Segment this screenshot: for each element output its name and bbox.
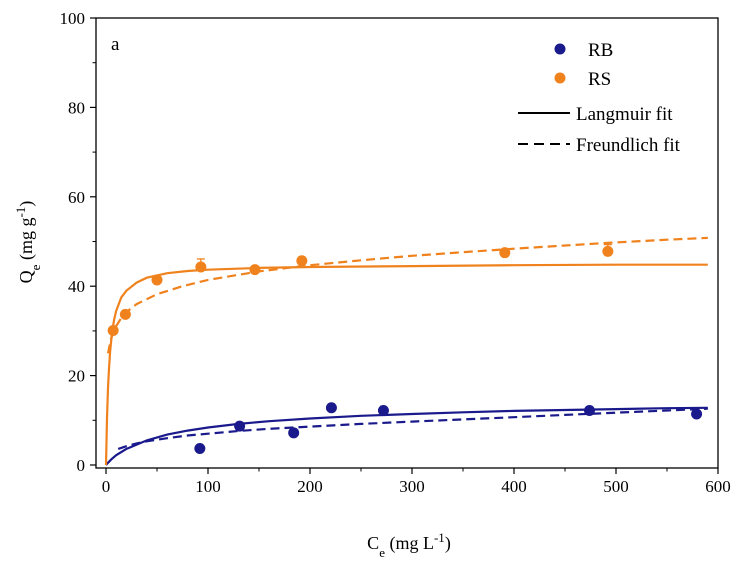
rs-data-point — [151, 274, 163, 286]
rb-langmuir-fit — [105, 406, 708, 466]
x-tick-label: 300 — [399, 477, 425, 496]
rb-data-point — [325, 402, 337, 414]
rb-data-point — [234, 420, 246, 432]
rb-data-point — [583, 404, 595, 416]
x-axis-title-sup: -1 — [434, 530, 445, 545]
y-tick-label: 0 — [77, 456, 86, 475]
x-tick-label: 500 — [603, 477, 629, 496]
rs-data-point — [107, 324, 119, 336]
y-tick-label: 20 — [68, 367, 85, 386]
rb-data-point — [288, 427, 300, 439]
rs-data-point — [499, 247, 511, 259]
x-tick-label: 600 — [705, 477, 731, 496]
x-tick-label: 100 — [195, 477, 221, 496]
y-tick-label: 80 — [68, 98, 85, 117]
rb-freundlich-fit — [117, 407, 708, 450]
rs-data-point — [296, 255, 308, 267]
legend: RB RS Langmuir fit Freundlich fit — [518, 40, 681, 156]
x-axis-title-unit: (mg L — [385, 533, 434, 554]
y-tick-label: 100 — [60, 9, 86, 28]
legend-marker-rs — [554, 72, 566, 84]
y-axis-title-unit: (mg g — [16, 218, 37, 265]
x-tick-label: 200 — [297, 477, 323, 496]
rs-data-point — [602, 245, 614, 257]
y-axis-title: Qe (mg g-1) — [13, 201, 43, 284]
y-tick-label: 60 — [68, 188, 85, 207]
y-axis-title-sub: e — [28, 264, 43, 270]
rb-data-point — [377, 404, 389, 416]
plot-frame — [95, 17, 719, 469]
rs-freundlich-fit — [106, 236, 708, 354]
legend-label-rs: RS — [588, 69, 611, 90]
y-axis-title-main: Q — [16, 270, 36, 283]
x-axis-title-sub: e — [379, 545, 385, 560]
rb-data-point — [194, 442, 206, 454]
panel-label: a — [111, 34, 120, 55]
y-axis-title-close: ) — [16, 201, 37, 207]
legend-marker-rb — [554, 43, 566, 55]
y-tick-label: 40 — [68, 277, 85, 296]
legend-label-freundlich: Freundlich fit — [576, 135, 681, 156]
x-axis-title-main: C — [367, 533, 379, 553]
x-tick-label: 0 — [102, 477, 111, 496]
plot-area — [104, 236, 708, 466]
rs-data-point — [195, 261, 207, 273]
axes: 0 100 200 300 400 500 600 0 20 40 60 80 100 — [60, 9, 731, 496]
legend-label-rb: RB — [588, 40, 613, 61]
x-axis-title-close: ) — [445, 533, 451, 554]
rs-data-point — [249, 264, 261, 276]
x-axis-title: Ce (mg L-1) — [367, 530, 451, 560]
y-axis-title-sup: -1 — [13, 207, 28, 218]
rs-langmuir-fit — [104, 263, 708, 466]
x-tick-label: 400 — [501, 477, 527, 496]
rb-data-point — [691, 408, 703, 420]
rs-data-point — [119, 308, 131, 320]
legend-label-langmuir: Langmuir fit — [576, 104, 673, 125]
